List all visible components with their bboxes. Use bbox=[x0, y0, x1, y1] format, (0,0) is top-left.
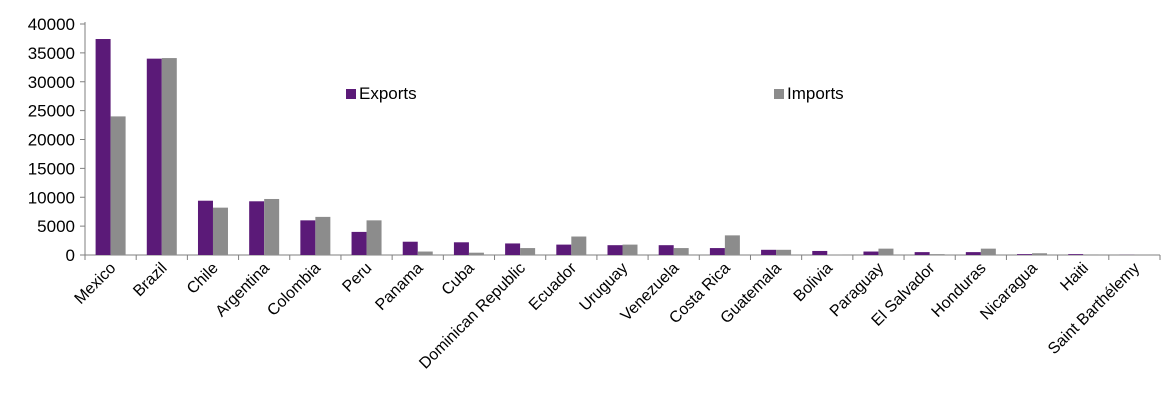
bar-imports-chile bbox=[213, 208, 228, 255]
bar-exports-chile bbox=[198, 201, 213, 255]
bar-exports-bolivia bbox=[812, 251, 827, 255]
bar-exports-uruguay bbox=[608, 245, 623, 255]
bar-exports-el-salvador bbox=[915, 252, 930, 255]
y-tick-label: 10000 bbox=[28, 188, 75, 207]
bar-imports-colombia bbox=[315, 217, 330, 255]
bar-imports-nicaragua bbox=[1032, 253, 1047, 255]
bar-exports-brazil bbox=[147, 59, 162, 255]
x-category-label: Peru bbox=[339, 260, 375, 296]
y-tick-label: 35000 bbox=[28, 44, 75, 63]
x-category-label: Bolivia bbox=[791, 260, 836, 305]
bar-exports-honduras bbox=[966, 252, 981, 255]
bar-exports-guatemala bbox=[761, 250, 776, 255]
legend-label-imports: Imports bbox=[787, 84, 844, 103]
bar-imports-peru bbox=[367, 220, 382, 255]
x-category-label: Brazil bbox=[130, 260, 170, 300]
x-category-label: Ecuador bbox=[526, 259, 581, 314]
y-axis-ticks: 0 5000 10000 15000 20000 25000 30000 35000 40000 bbox=[28, 15, 85, 265]
bar-imports-panama bbox=[418, 252, 433, 255]
y-tick-label: 15000 bbox=[28, 159, 75, 178]
legend-swatch-imports bbox=[774, 89, 784, 99]
bar-exports-colombia bbox=[300, 220, 315, 255]
bar-imports-haiti bbox=[1083, 254, 1098, 255]
y-tick-label: 30000 bbox=[28, 73, 75, 92]
y-tick-label: 25000 bbox=[28, 102, 75, 121]
bar-exports-ecuador bbox=[556, 245, 571, 255]
bar-imports-venezuela bbox=[674, 248, 689, 255]
x-category-label: Argentina bbox=[213, 260, 274, 321]
bar-exports-mexico bbox=[96, 39, 111, 255]
bar-imports-cuba bbox=[469, 253, 484, 255]
y-tick-label: 40000 bbox=[28, 15, 75, 34]
bar-exports-dominican-republic bbox=[505, 243, 520, 255]
legend: Exports Imports bbox=[346, 84, 844, 103]
y-tick-label: 0 bbox=[66, 246, 75, 265]
bar-exports-argentina bbox=[249, 201, 264, 255]
x-category-label: Mexico bbox=[72, 260, 120, 308]
x-category-label: Panama bbox=[372, 260, 426, 314]
bar-exports-peru bbox=[352, 232, 367, 255]
bar-imports-costa-rica bbox=[725, 235, 740, 255]
bar-imports-guatemala bbox=[776, 250, 791, 255]
bar-exports-paraguay bbox=[863, 252, 878, 255]
bar-imports-el-salvador bbox=[930, 254, 945, 255]
bar-imports-ecuador bbox=[571, 237, 586, 255]
x-category-label: Saint Barthélemy bbox=[1045, 260, 1143, 358]
bar-imports-honduras bbox=[981, 249, 996, 255]
bars bbox=[96, 39, 1150, 255]
bar-exports-haiti bbox=[1068, 254, 1083, 255]
bar-exports-panama bbox=[403, 242, 418, 255]
x-category-label: Colombia bbox=[264, 260, 324, 320]
legend-label-exports: Exports bbox=[359, 84, 417, 103]
bar-exports-costa-rica bbox=[710, 248, 725, 255]
bar-imports-uruguay bbox=[623, 245, 638, 255]
bar-imports-paraguay bbox=[878, 249, 893, 255]
bar-imports-brazil bbox=[162, 58, 177, 255]
y-tick-label: 5000 bbox=[37, 217, 75, 236]
bar-exports-nicaragua bbox=[1017, 254, 1032, 255]
axes bbox=[85, 22, 1160, 260]
bar-exports-cuba bbox=[454, 242, 469, 255]
bar-imports-mexico bbox=[111, 116, 126, 255]
bar-imports-dominican-republic bbox=[520, 248, 535, 255]
bar-imports-argentina bbox=[264, 199, 279, 255]
bar-exports-venezuela bbox=[659, 245, 674, 255]
x-category-label: Cuba bbox=[439, 260, 478, 299]
x-category-label: Haiti bbox=[1057, 260, 1092, 295]
legend-swatch-exports bbox=[346, 89, 356, 99]
x-category-label: Chile bbox=[184, 260, 222, 298]
y-tick-label: 20000 bbox=[28, 131, 75, 150]
